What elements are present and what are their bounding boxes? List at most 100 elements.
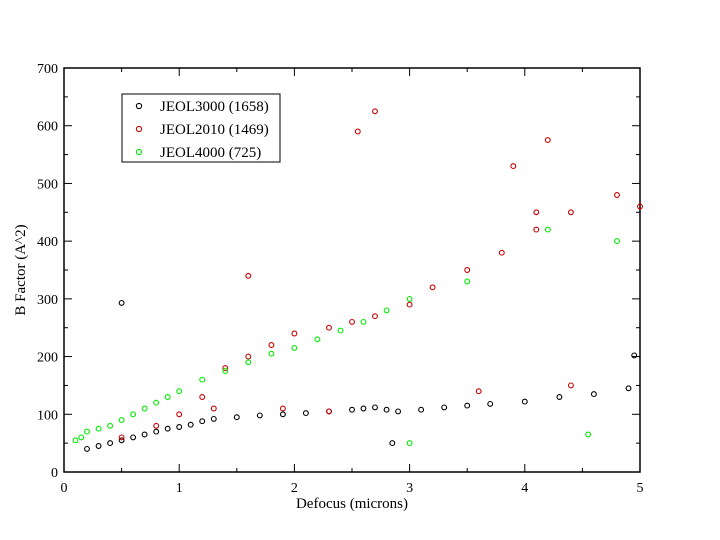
data-point xyxy=(464,402,471,409)
data-point xyxy=(614,238,620,245)
data-point xyxy=(360,405,367,412)
data-point xyxy=(360,318,367,325)
data-point xyxy=(625,385,632,392)
data-point xyxy=(510,163,517,170)
data-point xyxy=(279,411,286,418)
data-point xyxy=(349,318,355,325)
data-point xyxy=(389,440,396,447)
data-point xyxy=(118,437,125,444)
data-point xyxy=(372,404,378,411)
data-point xyxy=(245,353,252,360)
data-point xyxy=(406,301,413,308)
data-point xyxy=(245,272,252,279)
data-point xyxy=(176,411,183,418)
data-point xyxy=(176,424,183,430)
y-tick-label: 500 xyxy=(37,177,58,192)
x-tick-label: 5 xyxy=(637,481,644,496)
legend-marker-jeol3000 xyxy=(135,102,143,110)
data-point xyxy=(544,226,551,233)
x-tick-label: 4 xyxy=(521,481,528,496)
data-point xyxy=(487,400,494,407)
data-point xyxy=(222,365,229,372)
y-tick-label: 100 xyxy=(37,408,58,423)
y-tick-label: 200 xyxy=(37,351,58,366)
data-point xyxy=(354,128,361,135)
data-point xyxy=(187,421,194,428)
data-point xyxy=(590,391,597,398)
data-point xyxy=(130,411,137,418)
data-point xyxy=(84,428,90,435)
data-point xyxy=(256,412,263,419)
y-axis-label: B Factor (A^2) xyxy=(13,224,29,315)
data-point xyxy=(176,388,183,395)
data-point xyxy=(84,445,90,452)
data-point xyxy=(441,404,448,411)
data-point xyxy=(153,399,160,406)
data-point xyxy=(130,434,137,441)
legend: JEOL3000 (1658) JEOL2010 (1469) JEOL4000… xyxy=(121,93,281,163)
data-point xyxy=(302,410,309,417)
data-point xyxy=(118,417,125,424)
data-point xyxy=(533,209,540,216)
data-point xyxy=(268,342,275,348)
data-point xyxy=(464,278,471,285)
data-point xyxy=(372,313,378,320)
data-point xyxy=(475,388,482,395)
data-point xyxy=(291,344,298,351)
data-point xyxy=(418,406,425,413)
data-point xyxy=(164,394,171,400)
legend-marker-jeol4000 xyxy=(135,148,143,156)
data-point xyxy=(567,382,574,389)
data-point xyxy=(153,428,160,435)
y-tick-label: 600 xyxy=(37,120,58,135)
data-point xyxy=(314,336,321,343)
legend-label-jeol4000: JEOL4000 (725) xyxy=(160,145,261,161)
axis-ticks: 0 1 2 3 4 5 0 100 200 300 400 500 600 700 xyxy=(37,62,644,496)
data-point xyxy=(72,437,79,444)
x-tick-label: 0 xyxy=(61,481,68,496)
data-point xyxy=(567,209,574,216)
data-point xyxy=(210,405,217,412)
data-point xyxy=(372,108,378,115)
data-point xyxy=(199,394,206,400)
data-point xyxy=(521,398,528,405)
data-point xyxy=(533,226,540,233)
data-point xyxy=(383,307,390,314)
data-point xyxy=(118,299,125,306)
data-point xyxy=(395,408,402,415)
data-point xyxy=(199,418,206,425)
series-1 xyxy=(118,108,643,441)
series-0 xyxy=(84,299,638,452)
data-point xyxy=(164,425,171,432)
data-point xyxy=(544,137,551,144)
data-point xyxy=(637,203,643,210)
data-point xyxy=(153,422,160,429)
data-point xyxy=(199,376,206,383)
data-points xyxy=(72,108,643,452)
x-tick-label: 1 xyxy=(176,481,183,496)
data-point xyxy=(222,368,229,374)
data-point xyxy=(406,295,413,302)
data-point xyxy=(498,249,505,256)
data-point xyxy=(406,440,413,447)
y-tick-label: 300 xyxy=(37,293,58,308)
data-point xyxy=(245,359,252,366)
data-point xyxy=(95,425,102,432)
y-tick-label: 0 xyxy=(51,466,58,481)
data-point xyxy=(118,434,125,441)
data-point xyxy=(614,192,620,198)
data-point xyxy=(349,406,355,413)
data-point xyxy=(631,352,638,359)
data-point xyxy=(141,405,148,412)
legend-label-jeol2010: JEOL2010 (1469) xyxy=(160,122,269,138)
data-point xyxy=(95,443,102,449)
data-point xyxy=(326,324,332,331)
data-point xyxy=(107,440,114,447)
data-point xyxy=(383,406,390,413)
y-tick-label: 400 xyxy=(37,235,58,250)
x-tick-label: 2 xyxy=(291,481,298,496)
data-point xyxy=(279,405,286,412)
data-point xyxy=(233,414,240,421)
data-point xyxy=(337,327,344,334)
